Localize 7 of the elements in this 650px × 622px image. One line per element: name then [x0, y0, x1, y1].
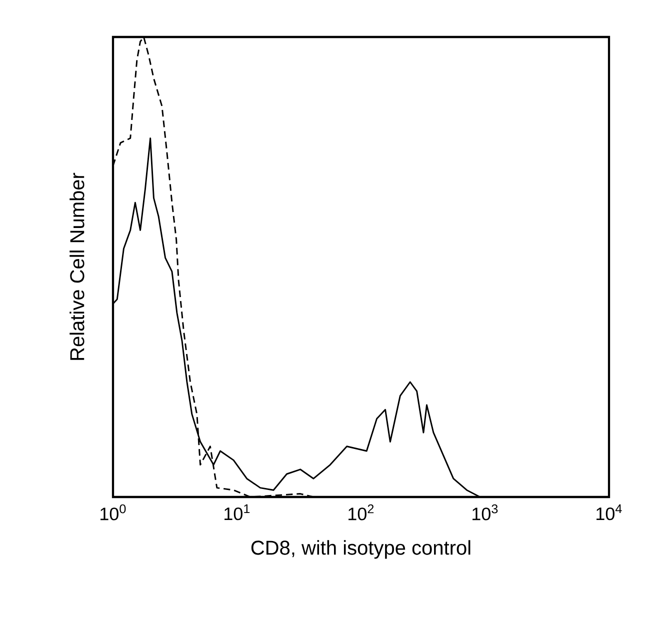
- y-axis-title: Relative Cell Number: [70, 172, 84, 360]
- x-axis-title: CD8, with isotype control: [251, 540, 470, 559]
- x-tick-label: 10$^{3}$: [472, 504, 498, 520]
- x-tick-label: 10$^{4}$: [596, 504, 622, 520]
- x-tick-label: 10$^{1}$: [224, 504, 250, 520]
- x-tick-label: 10$^{0}$: [100, 504, 126, 520]
- x-tick-label: 10$^{2}$: [348, 504, 374, 520]
